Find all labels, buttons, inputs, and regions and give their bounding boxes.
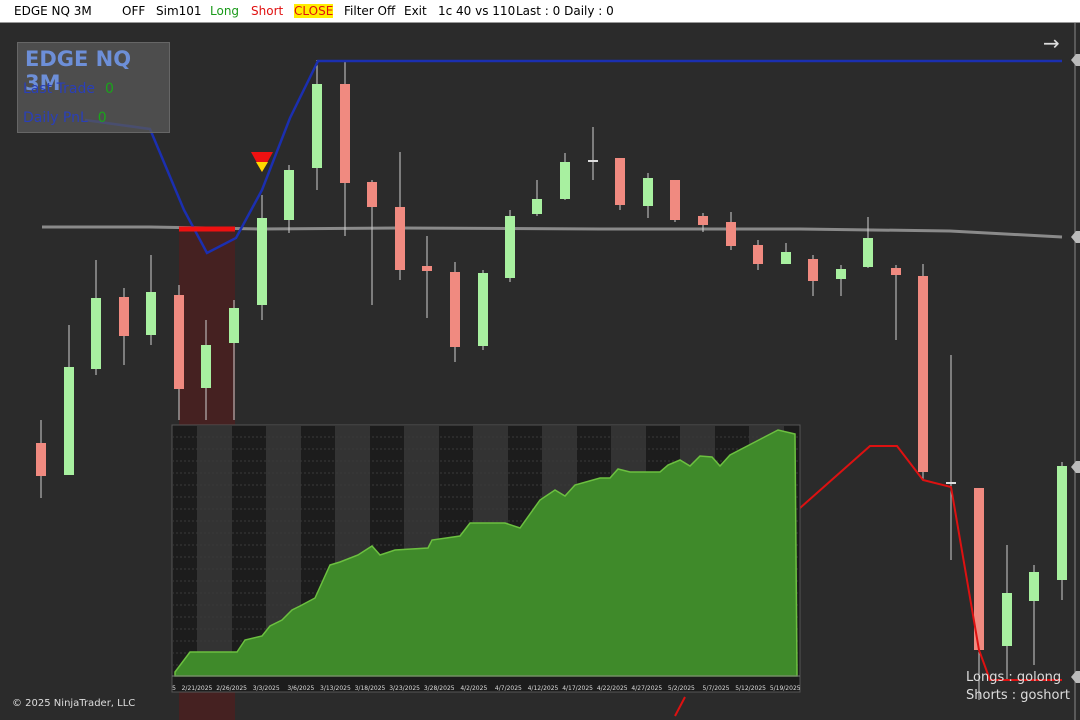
candle-body <box>726 222 736 246</box>
toolbar-button[interactable]: CLOSE <box>294 4 334 18</box>
candle-body <box>698 216 708 225</box>
date-label: 3/6/2025 <box>287 685 314 692</box>
date-label: 5/19/2025 <box>770 685 801 692</box>
toolbar-button[interactable]: Sim101 <box>156 4 202 18</box>
candle-body <box>863 238 873 267</box>
candle-body <box>201 345 211 388</box>
candle-body <box>64 367 74 475</box>
copyright: © 2025 NinjaTrader, LLC <box>12 698 136 709</box>
candle-body <box>1002 593 1012 646</box>
candle-body <box>312 84 322 168</box>
candle-body <box>670 180 680 220</box>
candle-body <box>422 266 432 271</box>
candle-body <box>395 207 405 270</box>
date-label: 4/2/2025 <box>460 685 487 692</box>
toolbar-button[interactable]: OFF <box>122 4 146 18</box>
stop-line-red <box>799 445 1062 681</box>
overlay-row: Last Trade 0 <box>23 81 114 97</box>
candle-body <box>643 178 653 206</box>
date-label: 4/27/2025 <box>631 685 662 692</box>
signal-triangle-inner <box>256 162 268 172</box>
candle-body <box>340 84 350 183</box>
stop-line-blue <box>84 59 1062 255</box>
toolbar-button[interactable]: Long <box>210 4 240 18</box>
equity-panel: 5 2/21/2025 2/26/2025 3/3/2025 3/6/2025 3/13/… <box>171 424 801 693</box>
date-label: 5/12/2025 <box>735 685 766 692</box>
candle-body <box>753 245 763 264</box>
equity-stripe <box>197 426 232 676</box>
row-label: Last Trade <box>23 81 95 97</box>
candle-body <box>1057 466 1067 580</box>
toolbar-button[interactable]: 1c 40 vs 110 <box>438 4 516 18</box>
candle-body <box>119 297 129 336</box>
candle-body <box>36 443 46 476</box>
date-label: 2/26/2025 <box>216 685 247 692</box>
candle-body <box>588 160 598 162</box>
candle-body <box>808 259 818 281</box>
date-label: 4/12/2025 <box>528 685 559 692</box>
row-value: 0 <box>104 81 114 97</box>
row-label: Daily PnL <box>23 110 88 126</box>
date-label: 2/21/2025 <box>182 685 213 692</box>
candle-body <box>946 482 956 484</box>
candle-body <box>781 252 791 264</box>
date-label: 3/3/2025 <box>253 685 280 692</box>
axis-marker <box>1071 231 1080 243</box>
shorts-label: Shorts : goshort <box>966 688 1070 703</box>
candle-body <box>615 158 625 205</box>
strategy-overlay: EDGE NQ 3M Last Trade 0 Daily PnL 0 <box>17 42 170 133</box>
candle-body <box>974 488 984 650</box>
overlay-row: Daily PnL 0 <box>23 110 107 126</box>
toolbar-button[interactable]: Exit <box>404 4 427 18</box>
overlay-title: EDGE NQ 3M <box>25 47 132 95</box>
price-chart: → 5 2/21/2025 2/26/2025 3/3/2025 3/6/2025 3/13… <box>0 23 1080 720</box>
date-label: 3/18/2025 <box>355 685 386 692</box>
candle-body <box>450 272 460 347</box>
candle-body <box>560 162 570 199</box>
candle-body <box>532 199 542 214</box>
candle-body <box>367 182 377 207</box>
longs-label: Longs : golong <box>966 670 1062 685</box>
candle-body <box>284 170 294 220</box>
candle-body <box>146 292 156 335</box>
axis-marker <box>1071 671 1080 683</box>
candle-body <box>918 276 928 472</box>
date-label: 3/28/2025 <box>424 685 455 692</box>
toolbar-button[interactable]: Last : 0 Daily : 0 <box>516 4 614 18</box>
axis-marker <box>1071 54 1080 66</box>
date-label: 3/23/2025 <box>389 685 420 692</box>
stop-line-red <box>674 696 686 717</box>
date-label: 4/22/2025 <box>597 685 628 692</box>
candle-body <box>891 268 901 275</box>
candle-body <box>1029 572 1039 601</box>
moving-average <box>42 225 1063 239</box>
nav-arrow: → <box>1043 31 1060 55</box>
date-label: 5 <box>172 685 176 692</box>
date-label: 3/13/2025 <box>320 685 351 692</box>
chart-toolbar: EDGE NQ 3M OFF Sim101 Long Short CLOSE Filter … <box>0 0 1080 23</box>
candle-body <box>229 308 239 343</box>
toolbar-button[interactable]: Short <box>251 4 284 18</box>
toolbar-button[interactable]: Filter Off <box>344 4 396 18</box>
candle-body <box>91 298 101 369</box>
date-label: 4/7/2025 <box>495 685 522 692</box>
candle-body <box>478 273 488 346</box>
date-label: 4/17/2025 <box>562 685 593 692</box>
equity-area <box>174 429 798 677</box>
toolbar-button[interactable]: EDGE NQ 3M <box>14 4 92 18</box>
candle-body <box>836 269 846 279</box>
candle-body <box>174 295 184 389</box>
candle-body <box>505 216 515 278</box>
date-label: 5/7/2025 <box>703 685 730 692</box>
date-label: 5/2/2025 <box>668 685 695 692</box>
row-value: 0 <box>97 110 107 126</box>
candle-body <box>257 218 267 305</box>
axis-marker <box>1071 461 1080 473</box>
